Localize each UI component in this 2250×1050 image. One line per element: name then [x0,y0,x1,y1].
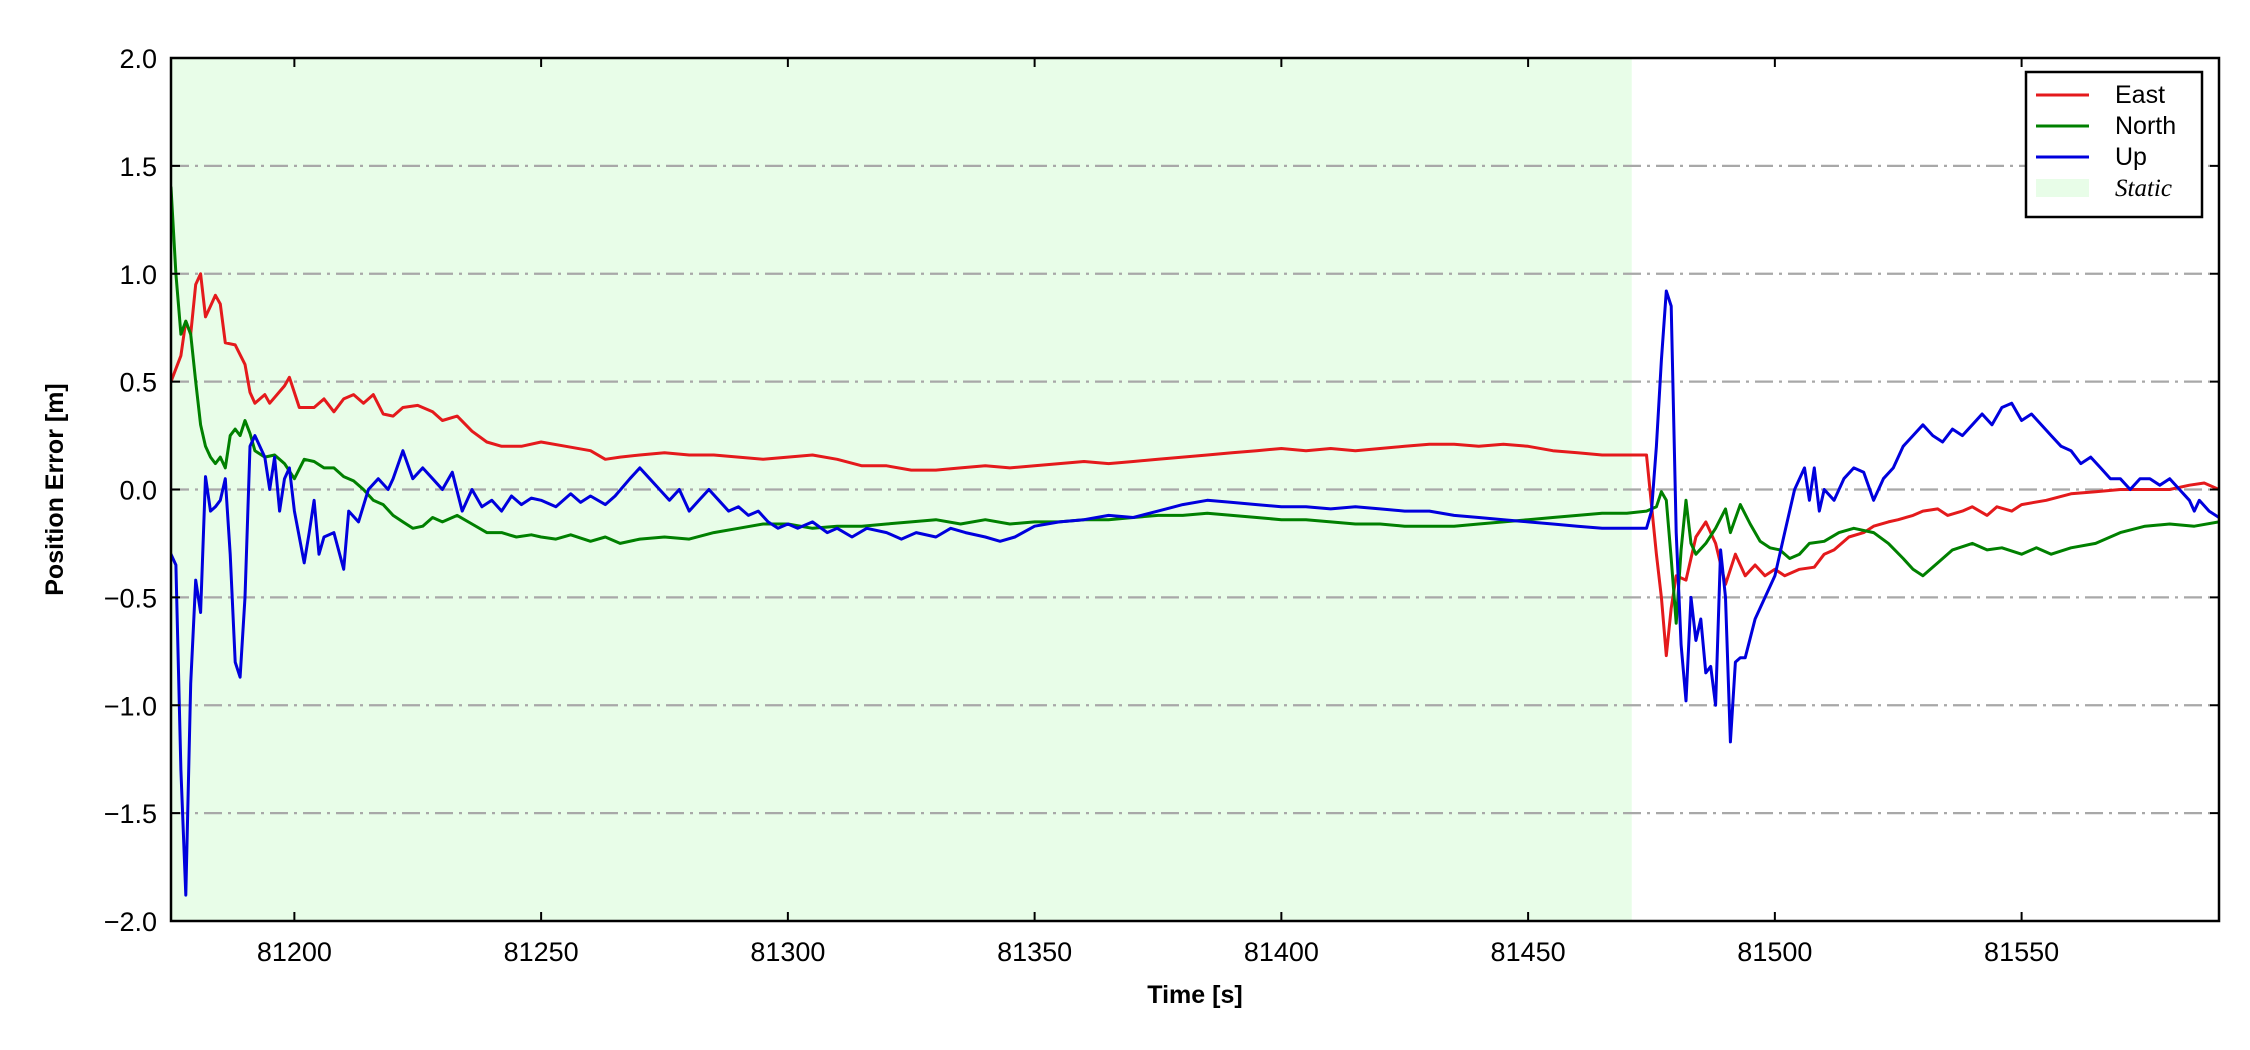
legend-label-north: North [2115,112,2176,140]
x-tick-label: 81400 [1244,937,1319,967]
series-line-up [171,289,2219,897]
y-tick-label: 0.0 [119,476,157,506]
legend-label-static: Static [2115,175,2172,202]
x-tick-label: 81250 [504,937,579,967]
y-tick-label: 1.5 [119,152,157,182]
plot-area: 81200 81250 81300 81350 81400 81450 81500 81550… [104,44,2221,967]
legend-label-up: Up [2115,143,2147,171]
y-tick-label: 1.0 [119,260,157,290]
x-tick-label: 81550 [1984,937,2059,967]
y-tick-label: −1.5 [104,799,157,829]
x-tick-label: 81450 [1491,937,1566,967]
legend-label-east: East [2115,81,2165,109]
axis-ticks: 81200 81250 81300 81350 81400 81450 81500 81550… [104,44,2219,967]
series-lines [171,186,2219,897]
x-axis-title: Time [s] [1147,981,1242,1009]
y-tick-label: 2.0 [119,44,157,74]
x-tick-label: 81300 [750,937,825,967]
y-tick-label: −2.0 [104,907,157,937]
legend-swatch-static [2036,179,2089,197]
x-tick-label: 81200 [257,937,332,967]
gridlines [171,164,2219,815]
x-tick-label: 81350 [997,937,1072,967]
y-tick-label: −0.5 [104,583,157,613]
y-tick-label: 0.5 [119,368,157,398]
y-tick-label: −1.0 [104,691,157,721]
series-line-east [171,272,2219,658]
legend: East North Up Static [2024,70,2204,219]
y-axis-title: Position Error [m] [41,383,69,596]
x-tick-label: 81500 [1737,937,1812,967]
